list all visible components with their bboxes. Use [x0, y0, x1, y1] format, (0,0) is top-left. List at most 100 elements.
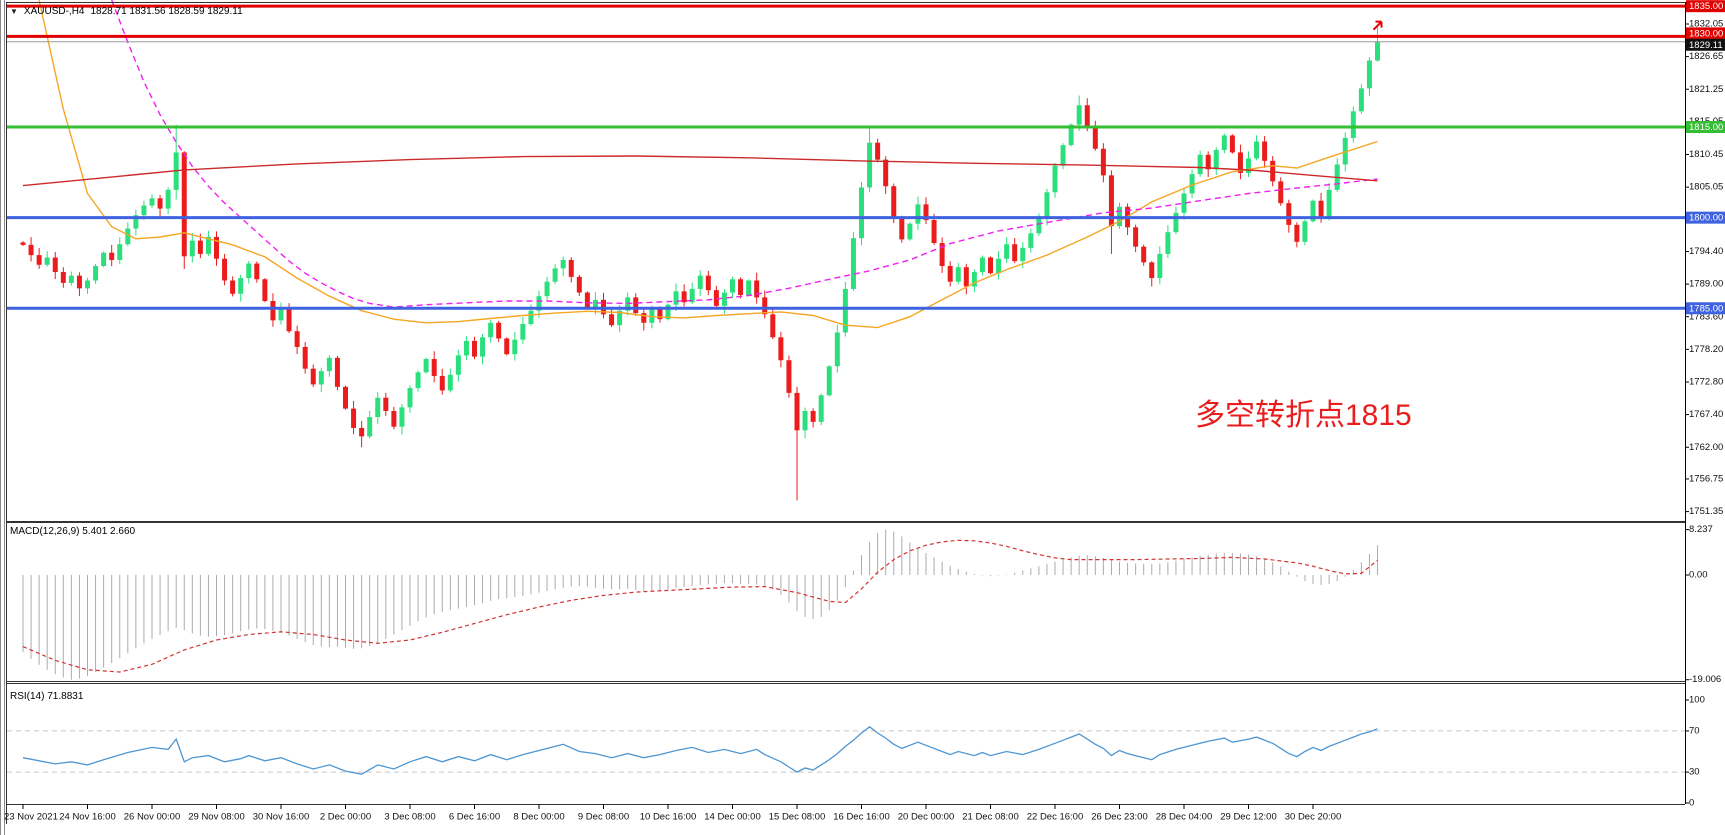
rsi-panel-plot[interactable]	[7, 684, 1685, 803]
candle-body	[302, 346, 308, 369]
candle-body	[391, 410, 397, 427]
candle-body	[463, 340, 469, 356]
candle-body	[407, 388, 413, 408]
rsi-indicator-label: RSI(14) 71.8831	[10, 691, 84, 702]
candle-body	[576, 276, 582, 293]
candle-body	[496, 322, 502, 339]
candle-body	[907, 223, 913, 240]
candle-body	[351, 408, 357, 428]
candle-body	[939, 243, 945, 266]
candle-body	[262, 279, 268, 302]
price-badge-1830.00	[1686, 27, 1725, 40]
macd-tick-label: -19.006	[1689, 674, 1721, 685]
candle-body	[52, 257, 58, 273]
price-badge-text: 1785.00	[1689, 303, 1723, 314]
candle-body	[109, 252, 115, 260]
candle-body	[899, 217, 905, 240]
candle-body	[520, 323, 526, 340]
date-tick-label: 16 Dec 16:00	[833, 812, 890, 823]
candle-body	[657, 308, 663, 320]
date-tick-label: 10 Dec 16:00	[640, 812, 697, 823]
candle-body	[181, 152, 187, 257]
candle-body	[673, 291, 679, 305]
candle-body	[157, 198, 163, 209]
candle-body	[117, 244, 123, 260]
candle-body	[1326, 189, 1332, 217]
candle-body	[294, 331, 300, 347]
candle-body	[254, 263, 260, 280]
candle-body	[592, 299, 598, 309]
candle-body	[738, 279, 744, 295]
candle-body	[988, 257, 993, 274]
date-tick-label: 8 Dec 00:00	[513, 812, 564, 823]
candle-body	[60, 272, 66, 283]
date-tick-label: 3 Dec 08:00	[384, 812, 435, 823]
candle-body	[633, 297, 639, 314]
candle-body	[617, 310, 623, 326]
main-chart-plot[interactable]	[7, 2, 1685, 521]
candle-body	[754, 280, 760, 298]
candle-body	[310, 368, 316, 385]
candle-body	[584, 292, 590, 309]
macd-axis: 8.237 0.00 -19.006	[1685, 524, 1721, 685]
candle-body	[1197, 154, 1203, 175]
price-badge-text: 1830.00	[1689, 28, 1723, 39]
date-tick-label: 23 Nov 2021	[4, 812, 58, 823]
price-badge-text: 1815.00	[1689, 122, 1723, 133]
candle-body	[1189, 174, 1195, 194]
macd-tick-label: 8.237	[1689, 524, 1713, 535]
candle-body	[270, 301, 276, 321]
candle-body	[230, 280, 236, 294]
candle-body	[431, 359, 437, 376]
candle-body	[423, 359, 429, 373]
price-tick-label: 1805.05	[1689, 182, 1723, 193]
price-tick-label: 1794.40	[1689, 246, 1723, 257]
candle-body	[947, 265, 953, 282]
candle-body	[367, 417, 373, 437]
price-tick-label: 1767.40	[1689, 409, 1723, 420]
rsi-tick-label: 0	[1689, 798, 1694, 809]
candle-body	[197, 240, 203, 254]
candle-body	[1181, 193, 1187, 213]
candle-body	[859, 187, 864, 239]
candle-body	[480, 337, 486, 357]
candle-body	[1173, 212, 1179, 233]
symbol-dropdown-icon[interactable]: ▼	[10, 7, 18, 16]
candle-body	[641, 313, 647, 323]
candle-body	[568, 259, 574, 277]
candle-body	[818, 395, 824, 422]
date-tick-label: 6 Dec 16:00	[449, 812, 500, 823]
candle-body	[214, 236, 219, 259]
candle-body	[1286, 203, 1292, 225]
date-axis[interactable]: 23 Nov 2021 24 Nov 16:00 26 Nov 00:00 29 No…	[4, 804, 1341, 823]
date-tick-label: 9 Dec 08:00	[578, 812, 629, 823]
candle-body	[125, 228, 131, 245]
candle-body	[536, 296, 542, 311]
candle-body	[1375, 41, 1380, 61]
candle-body	[512, 339, 518, 355]
candle-body	[326, 357, 332, 372]
candle-body	[1100, 148, 1106, 176]
candle-body	[439, 375, 445, 391]
price-badge-1835.00	[1686, 0, 1725, 13]
candle-body	[979, 257, 985, 273]
candle-body	[447, 374, 453, 391]
candle-body	[36, 255, 42, 265]
candle-body	[1141, 246, 1147, 263]
candle-body	[721, 292, 727, 306]
chart-text-annotation[interactable]: 多空转折点1815	[1195, 399, 1412, 432]
price-tick-label: 1826.65	[1689, 51, 1723, 62]
candle-body	[730, 279, 735, 293]
candle-body	[472, 340, 477, 357]
candle-body	[1060, 145, 1066, 166]
candle-body	[1213, 149, 1219, 170]
date-tick-label: 28 Dec 04:00	[1156, 812, 1213, 823]
date-tick-label: 14 Dec 00:00	[704, 812, 761, 823]
candle-body	[883, 159, 889, 187]
date-tick-label: 29 Dec 12:00	[1220, 812, 1277, 823]
candle-body	[794, 392, 800, 431]
candle-body	[383, 397, 389, 411]
